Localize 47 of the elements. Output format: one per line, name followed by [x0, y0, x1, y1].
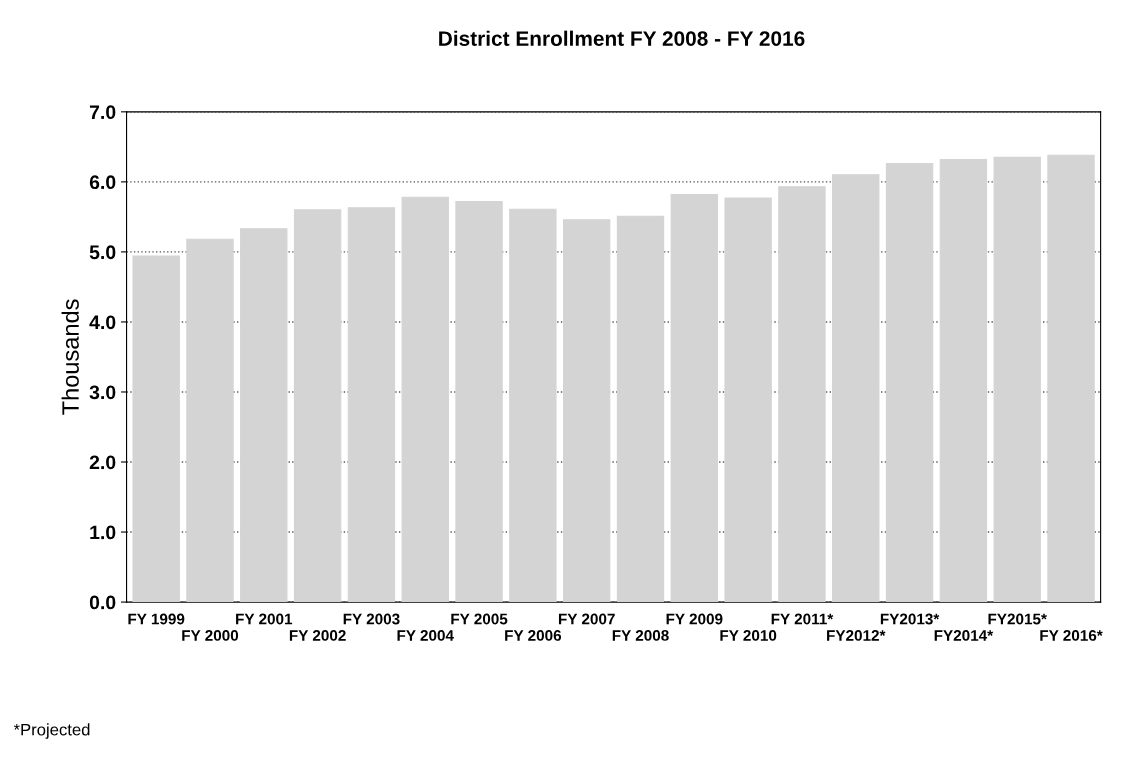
x-tick-label: FY 2008 [612, 630, 669, 641]
x-tick-label: FY 2011* [771, 613, 834, 625]
bar [186, 238, 234, 603]
y-axis-title: Thousands [61, 299, 79, 415]
bar [832, 174, 880, 603]
bar [724, 197, 772, 603]
bar [993, 156, 1041, 603]
y-tick-label: 3.0 [89, 385, 116, 400]
chart-title: District Enrollment FY 2008 - FY 2016 [439, 30, 805, 46]
y-tick-label: 5.0 [89, 245, 116, 260]
x-tick-label: FY 2002 [289, 630, 346, 641]
x-tick-label: FY 2001 [236, 613, 293, 625]
text: *Projected [13, 723, 90, 739]
y-tick-label: 7.0 [89, 105, 116, 120]
bar [562, 219, 611, 603]
y-tick-label: 1.0 [90, 525, 116, 540]
x-tick-label: FY 2016* [1040, 630, 1103, 641]
bar [616, 215, 665, 603]
y-tick-label: 6.0 [89, 175, 116, 190]
bar [293, 209, 342, 603]
bar [132, 255, 180, 603]
x-tick-label: FY2015* [988, 613, 1047, 625]
x-tick-label: FY 2003 [343, 613, 400, 625]
y-tick-label: 4.0 [89, 315, 116, 330]
x-tick-label: FY 2007 [558, 613, 615, 625]
x-tick-label: FY 2009 [666, 613, 723, 625]
bar [455, 200, 503, 603]
x-tick-label: FY2013* [880, 613, 940, 625]
bar [347, 207, 396, 603]
y-tick-label: 0.0 [89, 595, 116, 610]
x-tick-label: FY 2006 [505, 630, 562, 641]
y-tick-label: 2.0 [89, 455, 116, 470]
x-tick-label: FY 2000 [182, 630, 239, 641]
bar [240, 228, 288, 603]
bar [939, 158, 988, 603]
x-tick-label: FY 2010 [720, 630, 777, 641]
x-tick-label: FY2014* [934, 630, 994, 641]
x-tick-label: FY2012* [827, 630, 886, 641]
bar [509, 208, 557, 603]
bar [778, 186, 826, 603]
x-tick-label: FY 2004 [397, 630, 454, 641]
x-tick-label: FY 2005 [451, 613, 508, 625]
x-tick-label: FY 1999 [128, 613, 185, 625]
bar [401, 196, 449, 603]
bar [885, 163, 934, 603]
bar [670, 193, 719, 603]
bar [1047, 154, 1095, 603]
